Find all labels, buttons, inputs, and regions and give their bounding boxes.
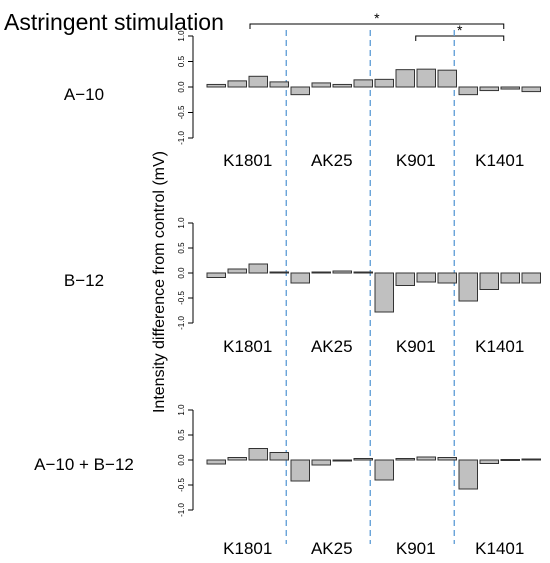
- bar: [458, 86, 478, 96]
- y-tick-label: 0.0: [177, 81, 186, 93]
- y-tick-label: 1.0: [177, 217, 186, 229]
- bar: [206, 272, 226, 278]
- bar: [290, 272, 310, 284]
- bar: [416, 272, 436, 283]
- bar: [479, 272, 499, 290]
- bar: [227, 268, 247, 274]
- group-label: K1401: [475, 151, 524, 170]
- group-label: K1801: [223, 151, 272, 170]
- bar: [479, 86, 499, 92]
- bar: [248, 448, 268, 461]
- bar: [374, 78, 394, 88]
- bar: [479, 459, 499, 464]
- bar: [416, 68, 436, 88]
- y-tick-label: -0.5: [177, 105, 186, 119]
- panel-label: B−12: [64, 271, 104, 290]
- bar: [248, 263, 268, 274]
- bar: [353, 271, 373, 274]
- y-tick-label: 0.0: [177, 267, 186, 279]
- bar: [500, 86, 520, 90]
- panel-1: 1.0 0.5 0.0 -0.5 -1.0 B−12 K1801 AK25 K901 K1401: [64, 217, 541, 356]
- bar: [521, 86, 541, 93]
- bar: [248, 75, 268, 88]
- chart-title: Astringent stimulation: [4, 9, 224, 35]
- y-tick-label: -0.5: [177, 478, 186, 492]
- significance-brackets: **: [249, 10, 505, 41]
- y-axis-label: Intensity difference from control (mV): [151, 151, 168, 413]
- bar: [353, 458, 373, 461]
- y-tick-label: -1.0: [177, 503, 186, 517]
- group-label: AK25: [311, 337, 353, 356]
- panel-2: 1.0 0.5 0.0 -0.5 -1.0 A−10 + B−12 K1801 AK25 K90…: [34, 404, 541, 558]
- group-label: K1801: [223, 337, 272, 356]
- bar: [374, 272, 394, 313]
- bar: [458, 459, 478, 490]
- group-label: AK25: [311, 539, 353, 558]
- bar: [311, 82, 331, 88]
- bar: [353, 79, 373, 88]
- bar: [437, 69, 457, 88]
- bar: [416, 456, 436, 461]
- group-label: K901: [396, 337, 436, 356]
- bar: [269, 81, 289, 88]
- bar: [290, 459, 310, 482]
- bar: [227, 80, 247, 88]
- group-label: AK25: [311, 151, 353, 170]
- bar: [500, 272, 520, 284]
- bar: [521, 458, 541, 461]
- bar: [311, 459, 331, 466]
- significance-bracket: [415, 35, 505, 41]
- bar: [269, 452, 289, 461]
- bar: [395, 69, 415, 88]
- bar: [374, 459, 394, 481]
- y-tick-label: 1.0: [177, 30, 186, 42]
- bar: [206, 83, 226, 88]
- y-tick-label: -0.5: [177, 291, 186, 305]
- group-label: K1401: [475, 337, 524, 356]
- group-dividers: [285, 30, 455, 544]
- y-tick-label: 0.5: [177, 242, 186, 254]
- y-tick-label: -1.0: [177, 131, 186, 145]
- bar: [395, 272, 415, 286]
- panel-0: 1.0 0.5 0.0 -0.5 -1.0 A−10 K1801 AK25 K901 K1401: [64, 30, 541, 170]
- group-label: K901: [396, 539, 436, 558]
- y-tick-label: 0.5: [177, 429, 186, 441]
- bar: [290, 86, 310, 96]
- bar: [332, 83, 352, 88]
- bar: [500, 459, 520, 461]
- significance-bracket: [249, 23, 505, 29]
- bar: [332, 459, 352, 462]
- panel-label: A−10 + B−12: [34, 455, 134, 474]
- bar: [395, 458, 415, 461]
- panel-label: A−10: [64, 85, 104, 104]
- bar: [311, 271, 331, 274]
- group-label: K1401: [475, 539, 524, 558]
- significance-star: *: [457, 22, 463, 38]
- bar: [332, 270, 352, 274]
- bar: [521, 272, 541, 284]
- bar: [437, 457, 457, 461]
- group-label: K901: [396, 151, 436, 170]
- group-label: K1801: [223, 539, 272, 558]
- bar: [269, 271, 289, 274]
- bar: [458, 272, 478, 302]
- bar: [437, 272, 457, 284]
- bar: [206, 459, 226, 465]
- y-tick-label: 1.0: [177, 404, 186, 416]
- bar: [227, 457, 247, 461]
- y-tick-label: 0.0: [177, 454, 186, 466]
- y-tick-label: 0.5: [177, 55, 186, 67]
- significance-star: *: [374, 10, 380, 26]
- y-tick-label: -1.0: [177, 316, 186, 330]
